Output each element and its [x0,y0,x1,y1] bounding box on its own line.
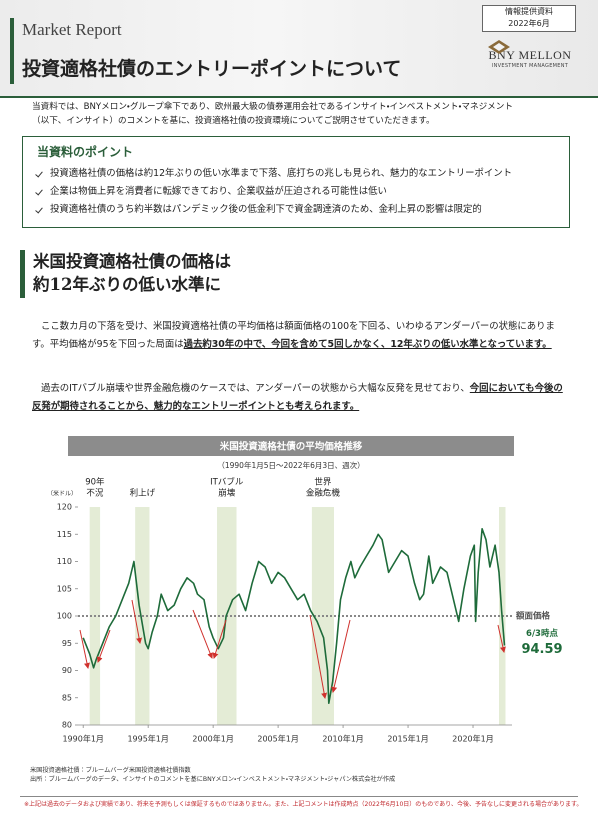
y-unit: （米ドル） [47,490,77,498]
point-item: 投資適格社債の価格は約12年ぶりの低い水準まで下落、底打ちの兆しも見られ、魅力的… [35,165,512,183]
report-label: Market Report [22,20,122,39]
x-tick-label: 2020年1月 [452,734,493,744]
x-tick-label: 2000年1月 [192,734,233,744]
intro: 当資料では、BNYメロン・グループ傘下であり、欧州最大級の債券運用会社であるイン… [32,100,572,128]
x-tick-label: 2005年1月 [257,734,298,744]
x-tick-label: 1995年1月 [127,734,168,744]
series-line [82,528,506,704]
emphasis: 過去約30年の中で、今回を含めて5回しかなく、12年ぶりの低い水準となっています… [183,339,552,350]
text: ここ数カ月の下落を受け、米国投資適格社債の平均価格は額面価格の100を下回る、い… [32,321,555,350]
report-title: 投資適格社債のエントリーポイントについて [22,58,402,80]
y-tick-label: 90 [62,666,72,675]
intro-line: 当資料では、BNYメロン・グループ傘下であり、欧州最大級の債券運用会社であるイン… [32,102,513,112]
y-tick-label: 110 [57,557,72,566]
x-tick-label: 1990年1月 [62,734,103,744]
logo: BNY MELLON INVESTMENT MANAGEMENT [480,40,580,80]
notes: 米国投資適格社債：ブルームバーグ米国投資適格社債指数 出所：ブルームバーグのデー… [30,766,395,784]
period-label: 金融危機 [306,488,341,499]
intro-line: （以下、インサイト）のコメントを基に、投資適格社債の投資環境についてご説明させて… [32,116,435,126]
y-tick-label: 80 [62,721,72,730]
section-heading: 米国投資適格社債の価格は 約12年ぶりの低い水準に [20,250,593,298]
y-tick-label: 95 [62,639,72,648]
chart: 米国投資適格社債の平均価格推移 （1990年1月5日～2022年6月3日、週次）… [47,436,563,744]
text: 過去のITバブル崩壊や世界金融危機のケースでは、アンダーパーの状態から大幅な反発… [41,383,470,394]
period-label: 利上げ [130,488,156,499]
section-line: 米国投資適格社債の価格は [33,252,231,271]
note: 出所：ブルームバーグのデータ、インサイトのコメントを基にBNYメロン・インベスト… [30,776,396,783]
note: 米国投資適格社債：ブルームバーグ米国投資適格社債指数 [30,767,191,774]
y-tick-label: 120 [57,503,72,512]
badge-line: 情報提供資料 [505,7,553,16]
badge: 情報提供資料 2022年6月 [482,5,576,32]
arrows [79,599,506,699]
period-label: 不況 [86,489,104,499]
y-tick-label: 85 [62,693,72,702]
badge-line: 2022年6月 [508,19,550,28]
period-label: 世界 [314,477,332,488]
y-tick-label: 115 [57,530,72,539]
y-tick-label: 105 [57,584,72,593]
chart-title: 米国投資適格社債の平均価格推移 [219,441,363,453]
points-box: 当資料のポイント 投資適格社債の価格は約12年ぶりの低い水準まで下落、底打ちの兆… [22,136,570,228]
points-title: 当資料のポイント [37,145,134,159]
point-item: 投資適格社債のうち約半数はパンデミック後の低金利下で資金調達済のため、金利上昇の… [35,201,512,219]
disclaimer: ※上記は過去のデータおよび実績であり、将来を予測もしくは保証するものではありませ… [24,801,583,808]
x-tick-label: 2010年1月 [322,734,363,744]
rule [20,796,578,797]
section-line: 約12年ぶりの低い水準に [33,275,221,294]
paragraph: 過去のITバブル崩壊や世界金融危機のケースでは、アンダーパーの状態から大幅な反発… [32,380,564,416]
logo-name: BNY MELLON [488,48,572,62]
last-point-date: 6/3時点 [526,628,558,639]
y-tick-label: 100 [57,612,72,621]
point-item: 企業は物価上昇を消費者に転嫁できており、企業収益が圧迫される可能性は低い [35,183,512,201]
logo-icon [488,40,510,54]
last-point-value: 94.59 [521,642,562,657]
points-list: 投資適格社債の価格は約12年ぶりの低い水準まで下落、底打ちの兆しも見られ、魅力的… [35,165,512,219]
period-label: 崩壊 [218,488,236,499]
header-bar [10,18,14,84]
period-label: 90年 [85,477,105,488]
emphasis: 今回においても今後の反発が期待されることから、魅力的なエントリーポイントとも考え… [32,383,563,412]
chart-title-bar [68,436,514,456]
x-tick-label: 2015年1月 [387,734,428,744]
paragraph: ここ数カ月の下落を受け、米国投資適格社債の平均価格は額面価格の100を下回る、い… [32,318,564,354]
period-label: ITバブル [210,477,244,488]
reference-label: 額面価格 [515,611,551,622]
logo-sub: INVESTMENT MANAGEMENT [491,63,569,69]
chart-subtitle: （1990年1月5日～2022年6月3日、週次） [217,460,364,470]
